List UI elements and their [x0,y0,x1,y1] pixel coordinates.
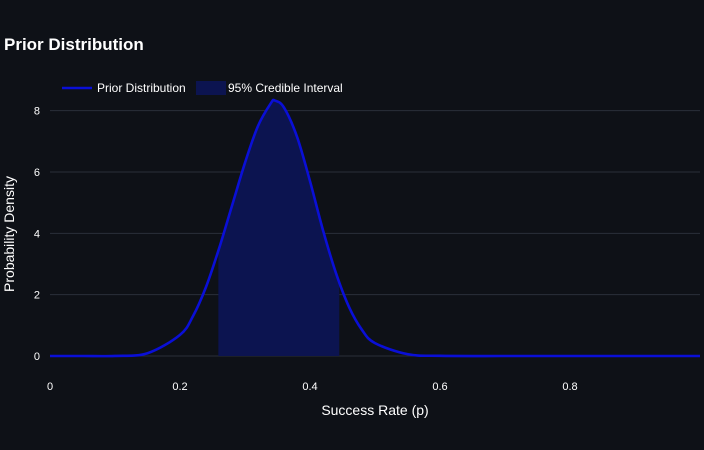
credible-interval-band [218,100,340,357]
prior-line-layer [49,98,700,358]
chart-title: Prior Distribution [4,35,144,54]
x-axis-ticks: 0 0.2 0.4 0.6 0.8 [47,381,578,393]
y-axis-ticks: 0 2 4 6 8 [34,106,40,363]
legend-item-credible-interval[interactable]: 95% Credible Interval [196,81,343,95]
legend-label-prior: Prior Distribution [97,81,186,95]
y-tick-label-2: 2 [34,290,40,302]
legend[interactable]: Prior Distribution 95% Credible Interval [62,81,343,95]
y-axis-label: Probability Density [1,176,17,292]
x-tick-label-0-6: 0.6 [432,381,447,393]
legend-item-prior[interactable]: Prior Distribution [62,81,186,95]
x-tick-label-0-4: 0.4 [302,381,317,393]
y-tick-label-4: 4 [34,228,40,240]
x-tick-label-0-8: 0.8 [562,381,577,393]
x-tick-label-0: 0 [47,381,53,393]
y-tick-label-6: 6 [34,167,40,179]
legend-label-credible-interval: 95% Credible Interval [228,81,343,95]
grid [50,110,700,357]
legend-swatch-credible-interval [196,81,226,95]
y-tick-label-8: 8 [34,106,40,118]
x-tick-label-0-2: 0.2 [172,381,187,393]
x-axis-label: Success Rate (p) [321,402,428,418]
credible-interval-area [218,100,340,357]
y-tick-label-0: 0 [34,351,40,363]
prior-distribution-line[interactable] [49,98,700,358]
